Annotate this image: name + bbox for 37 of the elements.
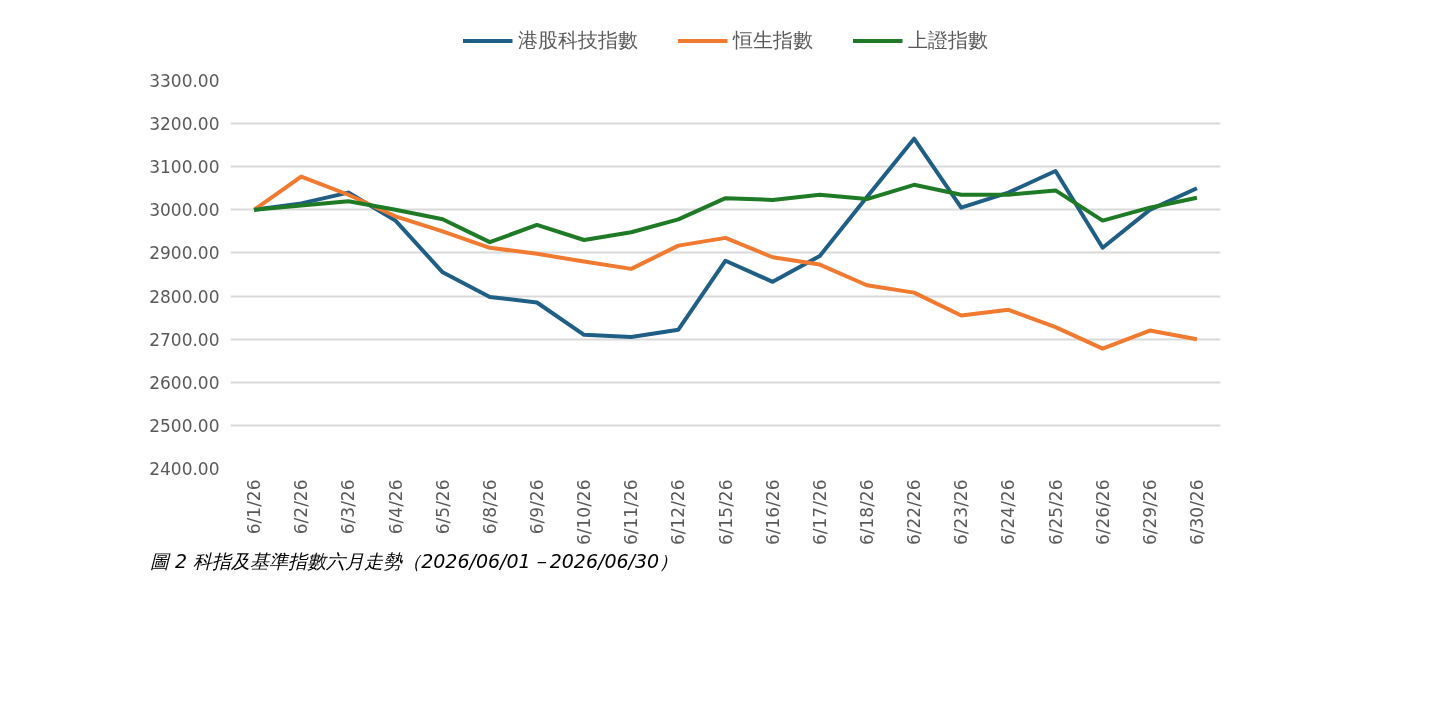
y-tick-label: 3000.00 [149, 200, 220, 221]
y-tick-label: 2900.00 [149, 243, 220, 264]
x-tick-label: 6/15/26 [715, 479, 736, 546]
x-tick-label: 6/18/26 [856, 479, 877, 546]
x-tick-label: 6/29/26 [1139, 479, 1160, 546]
x-tick-label: 6/25/26 [1045, 479, 1066, 546]
x-tick-label: 6/24/26 [998, 479, 1019, 546]
x-tick-label: 6/30/26 [1186, 479, 1207, 546]
y-tick-label: 3100.00 [149, 157, 220, 178]
caption: 圖 2 科指及基準指數六月走勢（2026/06/01－2026/06/30） [150, 549, 679, 574]
x-tick-label: 6/8/26 [479, 479, 500, 535]
x-tick-label: 6/16/26 [762, 479, 783, 546]
y-tick-label: 2600.00 [149, 372, 220, 393]
x-tick-label: 6/9/26 [526, 479, 547, 535]
x-tick-label: 6/2/26 [291, 479, 312, 535]
y-tick-label: 3200.00 [149, 114, 220, 135]
x-tick-label: 6/1/26 [244, 479, 265, 535]
x-tick-label: 6/23/26 [951, 479, 972, 546]
x-tick-label: 6/26/26 [1092, 479, 1113, 546]
line-series [252, 174, 1199, 351]
x-tick-label: 6/11/26 [621, 479, 642, 546]
y-tick-label: 2400.00 [149, 459, 220, 479]
y-tick-label: 2800.00 [149, 286, 220, 307]
x-tick-label: 6/17/26 [809, 479, 830, 546]
legend-label: 上證指數 [907, 26, 988, 54]
x-tick-label: 6/22/26 [904, 479, 925, 546]
x-tick-label: 6/3/26 [338, 479, 359, 535]
line-series [252, 182, 1199, 245]
y-tick-label: 3300.00 [149, 71, 220, 91]
x-tick-label: 6/4/26 [385, 479, 406, 535]
legend-label: 恒生指數 [732, 26, 813, 54]
x-tick-label: 6/5/26 [432, 479, 453, 535]
y-tick-label: 2500.00 [149, 415, 220, 436]
legend-label: 港股科技指數 [517, 26, 638, 54]
x-tick-label: 6/12/26 [668, 479, 689, 546]
x-tick-label: 6/10/26 [574, 479, 595, 546]
y-tick-label: 2700.00 [149, 329, 220, 350]
